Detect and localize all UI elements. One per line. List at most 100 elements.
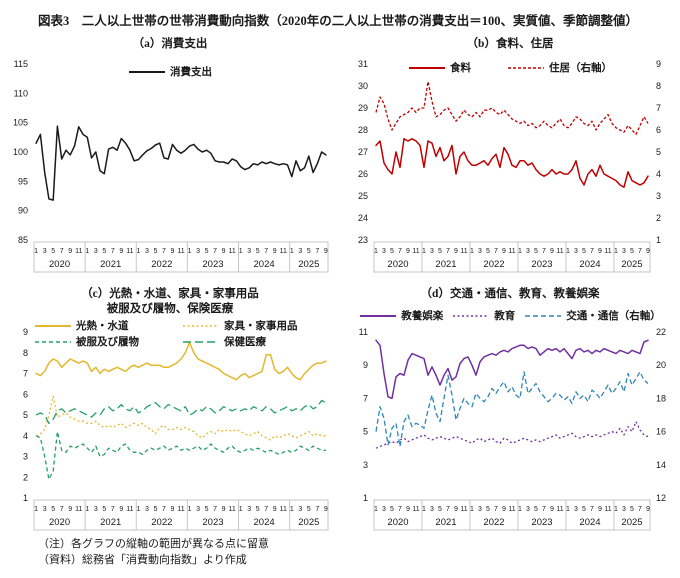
right-axis-tick-label: 1: [656, 235, 661, 245]
month-tick-label: 9: [406, 506, 410, 513]
month-tick-label: 9: [68, 248, 72, 255]
month-tick-label: 3: [622, 506, 626, 513]
left-axis-tick-label: 7: [363, 393, 368, 403]
legend-item-1: 教育: [452, 308, 515, 323]
left-axis-tick-label: 3: [23, 452, 28, 462]
month-tick-label: 11: [412, 248, 419, 255]
year-label: 2020: [49, 259, 70, 270]
year-label: 2022: [483, 517, 504, 528]
series-line-1: [375, 80, 649, 136]
note-axis-ranges: （注）各グラフの縦軸の範囲が異なる点に留意: [38, 538, 269, 550]
series-line-0: [375, 339, 649, 400]
month-tick-label: 3: [145, 506, 149, 513]
month-tick-label: 9: [454, 506, 458, 513]
month-tick-label: 5: [582, 506, 586, 513]
legend-item-0: 食料: [408, 60, 471, 75]
year-label: 2023: [531, 259, 552, 270]
month-tick-label: 3: [574, 248, 578, 255]
year-label: 2025: [621, 517, 642, 528]
left-axis-tick-label: 8: [23, 348, 28, 358]
month-tick-label: 5: [153, 248, 157, 255]
left-axis-tick-label: 6: [23, 389, 28, 399]
left-axis-tick-label: 25: [358, 191, 368, 201]
month-tick-label: 7: [264, 248, 268, 255]
month-tick-label: 9: [502, 248, 506, 255]
month-tick-label: 1: [239, 506, 243, 513]
month-tick-label: 5: [438, 248, 442, 255]
left-axis-tick-label: 2: [23, 472, 28, 482]
panel-grid: （a）消費支出 85 90 95 100 105 110 115 1 3 5 7 9 11 2020 1 3 5…: [0, 34, 680, 538]
left-axis-tick-label: 100: [13, 147, 28, 157]
legend-swatch-line: [453, 314, 490, 317]
legend-swatch-line: [35, 340, 71, 343]
left-axis-tick-label: 115: [14, 59, 28, 69]
legend-label: 家具・家事用品: [223, 320, 298, 332]
panel-d-legend: 教養娯楽 教育 交通・通信（右軸）: [340, 308, 680, 323]
month-tick-label: 3: [94, 248, 98, 255]
year-label: 2020: [49, 517, 70, 528]
x-axis-box: [373, 499, 651, 531]
month-tick-label: 7: [60, 248, 64, 255]
legend-label: 住居（右軸）: [549, 62, 612, 74]
month-tick-label: 5: [205, 506, 209, 513]
month-tick-label: 5: [102, 506, 106, 513]
month-tick-label: 3: [94, 506, 98, 513]
series-line-1: [35, 395, 326, 441]
month-tick-label: 1: [518, 506, 522, 513]
month-tick-label: 7: [213, 248, 217, 255]
month-tick-label: 1: [290, 506, 294, 513]
legend-label: 交通・通信（右軸）: [566, 310, 661, 322]
left-axis-tick-label: 4: [23, 431, 28, 441]
right-axis-tick-label: 7: [656, 103, 661, 113]
month-tick-label: 11: [280, 506, 287, 513]
month-tick-label: 9: [324, 506, 328, 513]
month-tick-label: 5: [630, 506, 634, 513]
month-tick-label: 5: [582, 248, 586, 255]
year-label: 2021: [100, 517, 121, 528]
month-tick-label: 11: [126, 248, 133, 255]
month-tick-label: 11: [556, 248, 563, 255]
month-tick-label: 3: [574, 506, 578, 513]
legend-swatch-line: [508, 66, 544, 69]
year-label: 2024: [579, 259, 600, 270]
month-tick-label: 11: [508, 506, 515, 513]
month-tick-label: 7: [398, 248, 402, 255]
month-tick-label: 11: [126, 506, 133, 513]
month-tick-label: 3: [145, 248, 149, 255]
month-tick-label: 11: [604, 248, 611, 255]
month-tick-label: 5: [390, 248, 394, 255]
month-tick-label: 11: [228, 506, 235, 513]
series-line-2: [375, 371, 649, 448]
month-tick-label: 7: [494, 506, 498, 513]
month-tick-label: 11: [556, 506, 563, 513]
left-axis-tick-label: 31: [358, 59, 368, 69]
month-tick-label: 7: [542, 506, 546, 513]
right-axis-tick-label: 5: [656, 147, 661, 157]
left-axis-tick-label: 105: [13, 118, 28, 128]
month-tick-label: 3: [478, 506, 482, 513]
left-axis-tick-label: 110: [14, 88, 28, 98]
month-tick-label: 9: [454, 248, 458, 255]
series-line-0: [35, 125, 327, 201]
left-axis-tick-label: 5: [23, 410, 28, 420]
month-tick-label: 1: [188, 506, 192, 513]
month-tick-label: 5: [438, 506, 442, 513]
month-tick-label: 1: [290, 248, 294, 255]
month-tick-label: 7: [494, 248, 498, 255]
year-label: 2023: [531, 517, 552, 528]
month-tick-label: 3: [247, 506, 251, 513]
month-tick-label: 3: [382, 506, 386, 513]
month-tick-label: 1: [422, 248, 426, 255]
month-tick-label: 3: [196, 506, 200, 513]
figure-title: 図表3 二人以上世帯の世帯消費動向指数（2020年の二人以上世帯の消費支出＝10…: [38, 14, 639, 28]
left-axis-tick-label: 9: [23, 327, 28, 337]
month-tick-label: 1: [239, 248, 243, 255]
right-axis-tick-label: 6: [656, 125, 661, 135]
panel-a-legend: 消費支出: [0, 64, 340, 79]
left-axis-tick-label: 11: [359, 327, 368, 337]
month-tick-label: 11: [75, 248, 82, 255]
x-axis-box: [33, 499, 329, 531]
month-tick-label: 9: [273, 248, 277, 255]
